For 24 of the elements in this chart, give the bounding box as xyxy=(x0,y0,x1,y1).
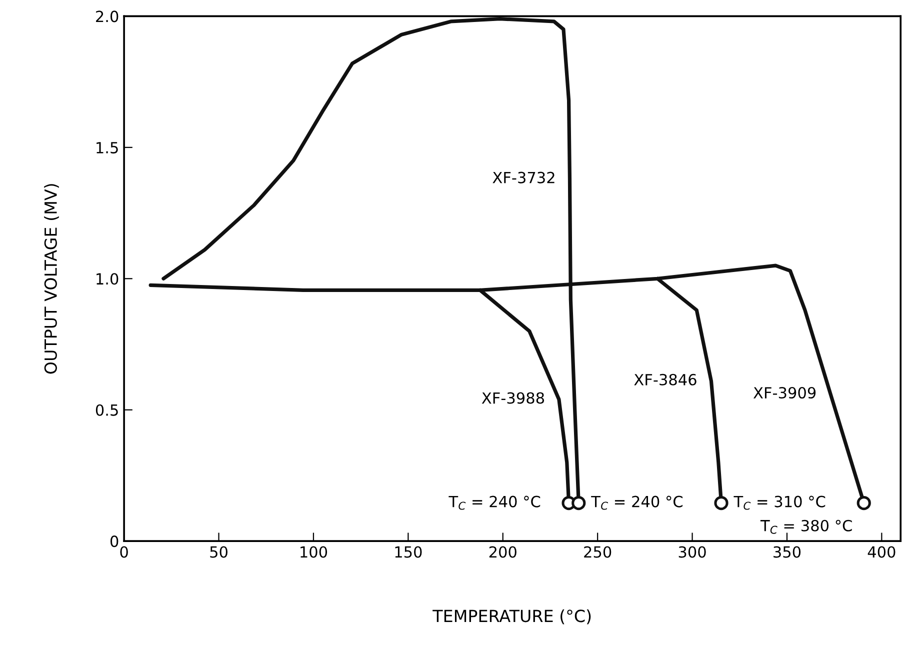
x-tick-label: 400 xyxy=(868,546,896,558)
annotation: T$_{C}$ = 310 °C xyxy=(734,496,826,510)
y-tick-label: 0.5 xyxy=(96,404,118,416)
y-axis-title: OUTPUT VOLTAGE (MV) xyxy=(44,184,59,374)
y-tick-label: 0 xyxy=(110,536,118,548)
annotation: T$_{C}$ = 380 °C xyxy=(760,520,852,534)
x-tick-label: 50 xyxy=(210,546,228,558)
annotation: T$_{C}$ = 240 °C xyxy=(591,496,683,510)
x-axis-title: TEMPERATURE (°C) xyxy=(432,609,591,624)
x-tick-label: 0 xyxy=(120,546,128,558)
x-tick-label: 200 xyxy=(489,546,516,558)
annotation: XF-3909 xyxy=(753,386,816,399)
x-tick-label: 300 xyxy=(678,546,706,558)
y-tick-label: 2.0 xyxy=(96,10,118,22)
annotation: XF-3988 xyxy=(482,392,544,404)
annotation: XF-3846 xyxy=(634,374,696,386)
x-tick-label: 250 xyxy=(584,546,612,558)
y-tick-label: 1.0 xyxy=(96,273,118,285)
y-tick-label: 1.5 xyxy=(96,142,118,154)
x-tick-label: 100 xyxy=(300,546,328,558)
x-tick-label: 350 xyxy=(774,546,801,558)
x-tick-label: 150 xyxy=(395,546,422,558)
annotation: XF-3732 xyxy=(492,172,554,184)
annotation: T$_{C}$ = 240 °C xyxy=(448,496,540,510)
